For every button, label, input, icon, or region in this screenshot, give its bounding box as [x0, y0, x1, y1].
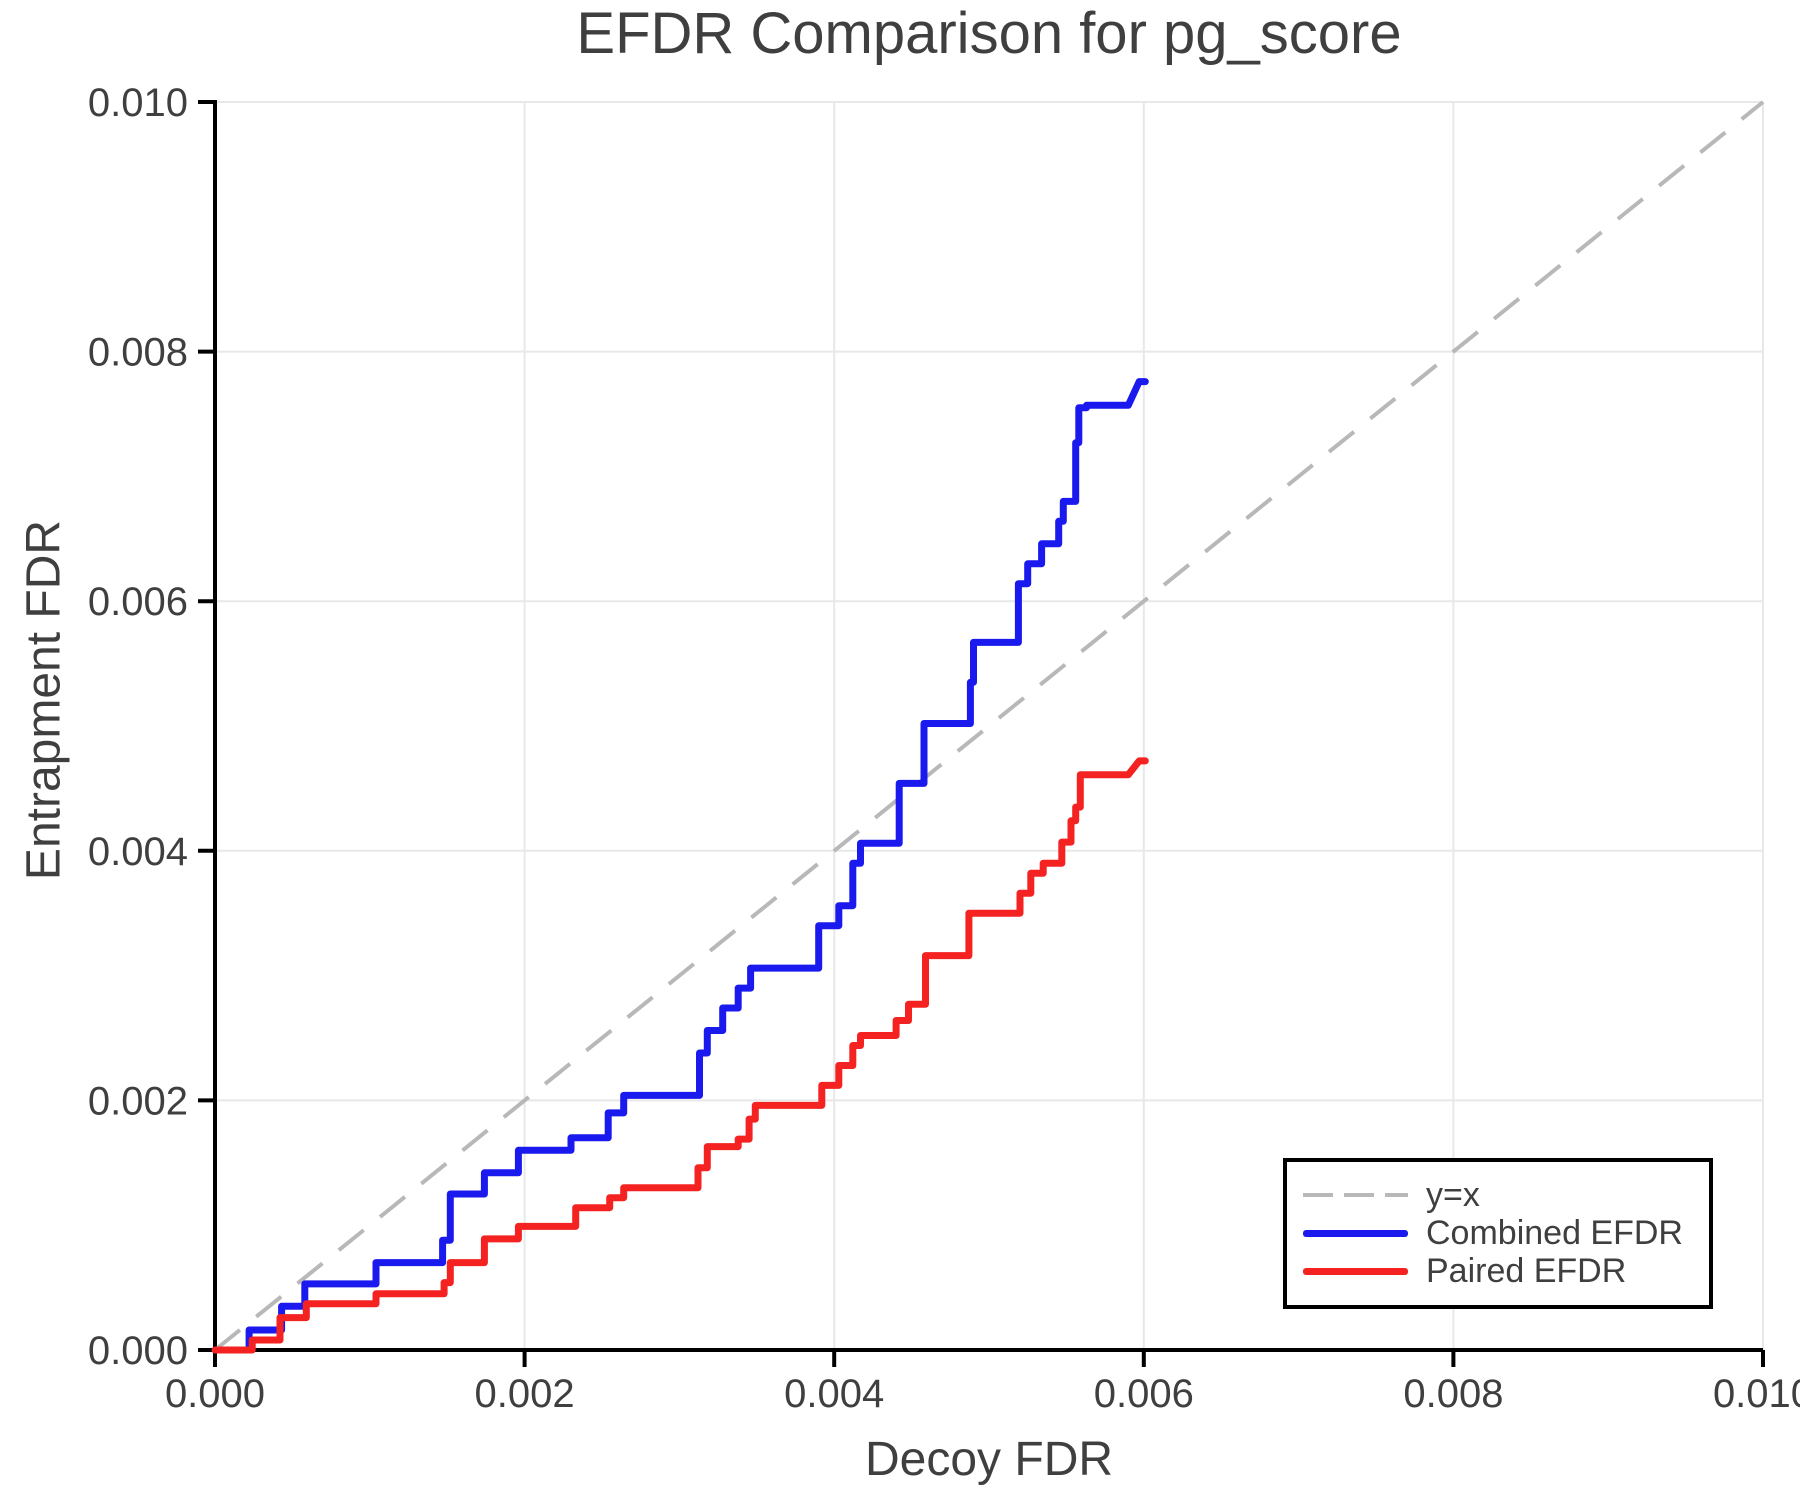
legend-label-paired: Paired EFDR — [1426, 1251, 1627, 1290]
x-axis-label: Decoy FDR — [864, 1433, 1114, 1486]
y-tick-label: 0.004 — [88, 830, 188, 874]
legend-row-paired: Paired EFDR — [1303, 1252, 1709, 1290]
legend-label-combined: Combined EFDR — [1426, 1213, 1683, 1252]
y-tick-label: 0.000 — [88, 1329, 188, 1373]
y-tick-label: 0.008 — [88, 331, 188, 375]
x-tick-label: 0.008 — [1403, 1372, 1503, 1416]
y-tick-label: 0.002 — [88, 1079, 188, 1123]
combined-efdr-swatch — [1303, 1229, 1408, 1237]
legend-row-identity: y=x — [1303, 1176, 1709, 1214]
legend-row-combined: Combined EFDR — [1303, 1214, 1709, 1252]
x-tick-label: 0.004 — [784, 1372, 884, 1416]
x-tick-label: 0.006 — [1094, 1372, 1194, 1416]
paired-efdr-swatch — [1303, 1267, 1408, 1275]
identity-line-swatch — [1303, 1193, 1408, 1197]
combined-efdr-line — [211, 378, 1149, 1354]
x-tick-label: 0.002 — [475, 1372, 575, 1416]
x-tick-label: 0.010 — [1713, 1372, 1800, 1416]
x-tick-label: 0.000 — [165, 1372, 265, 1416]
paired-efdr-line — [211, 757, 1149, 1354]
legend-label-identity: y=x — [1426, 1175, 1480, 1214]
y-axis-label: Entrapment FDR — [17, 519, 71, 881]
y-tick-label: 0.006 — [88, 580, 188, 624]
y-tick-label: 0.010 — [88, 81, 188, 125]
identity-line — [213, 100, 1765, 1352]
chart-title: EFDR Comparison for pg_score — [576, 1, 1402, 66]
legend: y=x Combined EFDR Paired EFDR — [1283, 1158, 1713, 1309]
